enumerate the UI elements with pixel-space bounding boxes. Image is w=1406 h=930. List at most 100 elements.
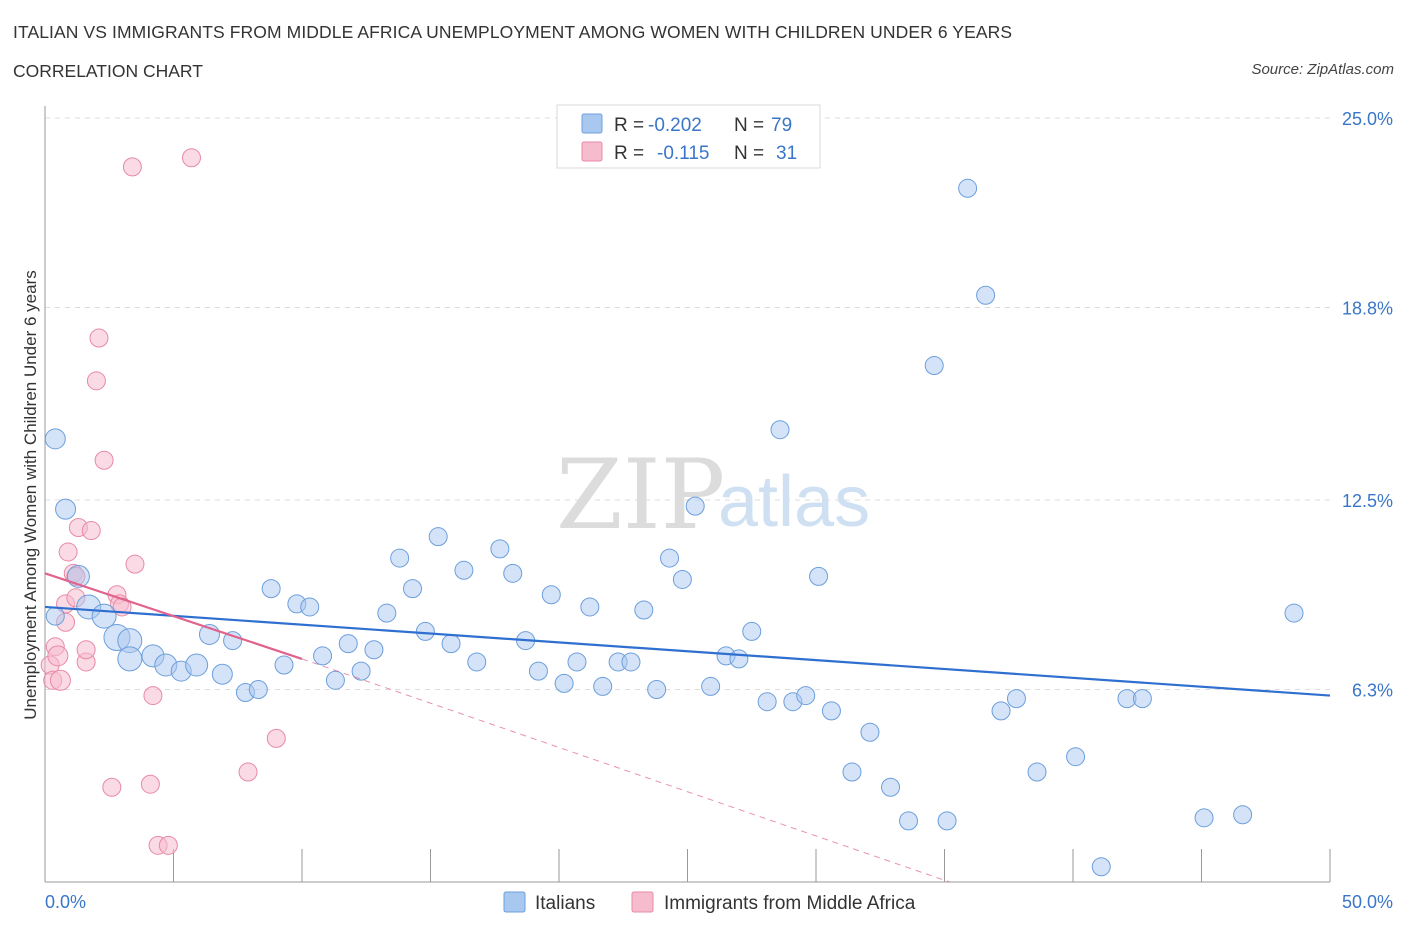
stats-n-value-pink: 31 <box>776 143 797 164</box>
y-tick-label-2: 18.8% <box>1342 298 1393 318</box>
stats-n-label-blue: N = <box>734 115 764 136</box>
point-italians-21 <box>313 646 333 666</box>
point-italians-20 <box>300 597 320 617</box>
stats-r-label-blue: R = <box>614 115 644 136</box>
y-tick-label-3: 25.0% <box>1342 109 1393 129</box>
gridlines <box>45 117 1330 690</box>
point-italians-53 <box>742 621 762 641</box>
point-italians-18 <box>274 655 294 675</box>
point-italians-72 <box>1091 857 1111 877</box>
point-italians-22 <box>325 670 345 690</box>
point-italians-0 <box>44 428 66 450</box>
point-middle-africa-17 <box>94 450 114 470</box>
point-italians-74 <box>1132 689 1152 709</box>
point-italians-50 <box>701 676 721 696</box>
stats-swatch-pink <box>581 141 603 162</box>
point-italians-44 <box>621 652 641 672</box>
point-italians-75 <box>1194 808 1214 828</box>
y-axis-label: Unemployment Among Women with Children U… <box>21 270 40 719</box>
point-middle-africa-7 <box>58 542 78 562</box>
point-italians-27 <box>390 548 410 568</box>
point-italians-29 <box>415 621 435 641</box>
point-italians-28 <box>403 579 423 599</box>
point-middle-africa-22 <box>125 554 145 574</box>
point-italians-76 <box>1233 805 1253 825</box>
watermark-zip: ZIP <box>556 439 725 551</box>
point-italians-57 <box>796 686 816 706</box>
point-italians-31 <box>441 634 461 654</box>
point-middle-africa-15 <box>86 371 106 391</box>
point-italians-70 <box>1027 762 1047 782</box>
legend: Italians Immigrants from Middle Africa <box>503 891 916 914</box>
stats-n-label-pink: N = <box>734 143 764 164</box>
point-italians-1 <box>55 498 77 520</box>
point-italians-16 <box>248 679 268 699</box>
point-italians-13 <box>211 663 233 685</box>
x-tick-label-0: 0.0% <box>45 892 86 912</box>
point-middle-africa-16 <box>89 328 109 348</box>
point-italians-34 <box>490 539 510 559</box>
point-italians-64 <box>924 356 944 376</box>
point-middle-africa-30 <box>266 728 286 748</box>
point-italians-67 <box>976 285 996 305</box>
point-middle-africa-18 <box>102 777 122 797</box>
point-middle-africa-27 <box>158 835 178 855</box>
point-middle-africa-23 <box>122 157 142 177</box>
point-italians-40 <box>567 652 587 672</box>
point-italians-14 <box>223 631 243 651</box>
watermark-atlas: atlas <box>718 462 870 542</box>
trend-lines <box>44 572 1331 883</box>
point-italians-63 <box>899 811 919 831</box>
stats-r-value-pink: -0.115 <box>657 143 709 164</box>
point-italians-45 <box>634 600 654 620</box>
point-middle-africa-25 <box>143 686 163 706</box>
point-italians-4 <box>91 603 117 629</box>
point-italians-38 <box>541 585 561 605</box>
point-italians-71 <box>1066 747 1086 767</box>
stats-r-label-pink: R = <box>614 143 644 164</box>
point-italians-17 <box>261 579 281 599</box>
y-tick-label-1: 12.5% <box>1342 491 1393 511</box>
point-italians-37 <box>528 661 548 681</box>
trend-line-middle-africa-extension <box>301 658 950 883</box>
point-italians-41 <box>580 597 600 617</box>
stats-n-value-blue: 79 <box>771 115 792 136</box>
y-tick-label-0: 6.3% <box>1352 680 1393 700</box>
point-italians-58 <box>809 566 829 586</box>
point-italians-39 <box>554 673 574 693</box>
source-credit: Source: ZipAtlas.com <box>1251 61 1394 78</box>
point-italians-33 <box>467 652 487 672</box>
point-italians-47 <box>660 548 680 568</box>
watermark: ZIP atlas <box>556 439 870 551</box>
point-middle-africa-13 <box>76 640 96 660</box>
point-middle-africa-24 <box>140 774 160 794</box>
legend-label-italians[interactable]: Italians <box>535 893 595 914</box>
point-italians-35 <box>503 563 523 583</box>
point-italians-59 <box>821 701 841 721</box>
chart-title: ITALIAN VS IMMIGRANTS FROM MIDDLE AFRICA… <box>13 22 1013 42</box>
legend-label-middle-africa[interactable]: Immigrants from Middle Africa <box>664 893 916 914</box>
point-middle-africa-14 <box>81 521 101 541</box>
point-italians-52 <box>729 649 749 669</box>
point-italians-66 <box>958 178 978 198</box>
trend-line-middle-africa <box>44 572 303 660</box>
stats-swatch-blue <box>581 113 603 134</box>
point-italians-24 <box>351 661 371 681</box>
point-italians-30 <box>428 527 448 547</box>
point-italians-62 <box>881 777 901 797</box>
y-tick-labels: 6.3% 12.5% 18.8% 25.0% <box>1342 109 1393 700</box>
point-middle-africa-28 <box>181 148 201 168</box>
legend-swatch-italians[interactable] <box>503 891 526 913</box>
point-middle-africa-4 <box>49 669 71 691</box>
point-italians-32 <box>454 560 474 580</box>
legend-swatch-middle-africa[interactable] <box>631 891 654 913</box>
point-italians-7 <box>117 646 143 672</box>
point-italians-54 <box>757 692 777 712</box>
point-italians-60 <box>842 762 862 782</box>
point-italians-23 <box>338 634 358 654</box>
point-italians-78 <box>45 606 65 626</box>
stats-r-value-blue: -0.202 <box>648 115 702 136</box>
x-tick-label-1: 50.0% <box>1342 892 1393 912</box>
point-italians-11 <box>185 653 209 677</box>
